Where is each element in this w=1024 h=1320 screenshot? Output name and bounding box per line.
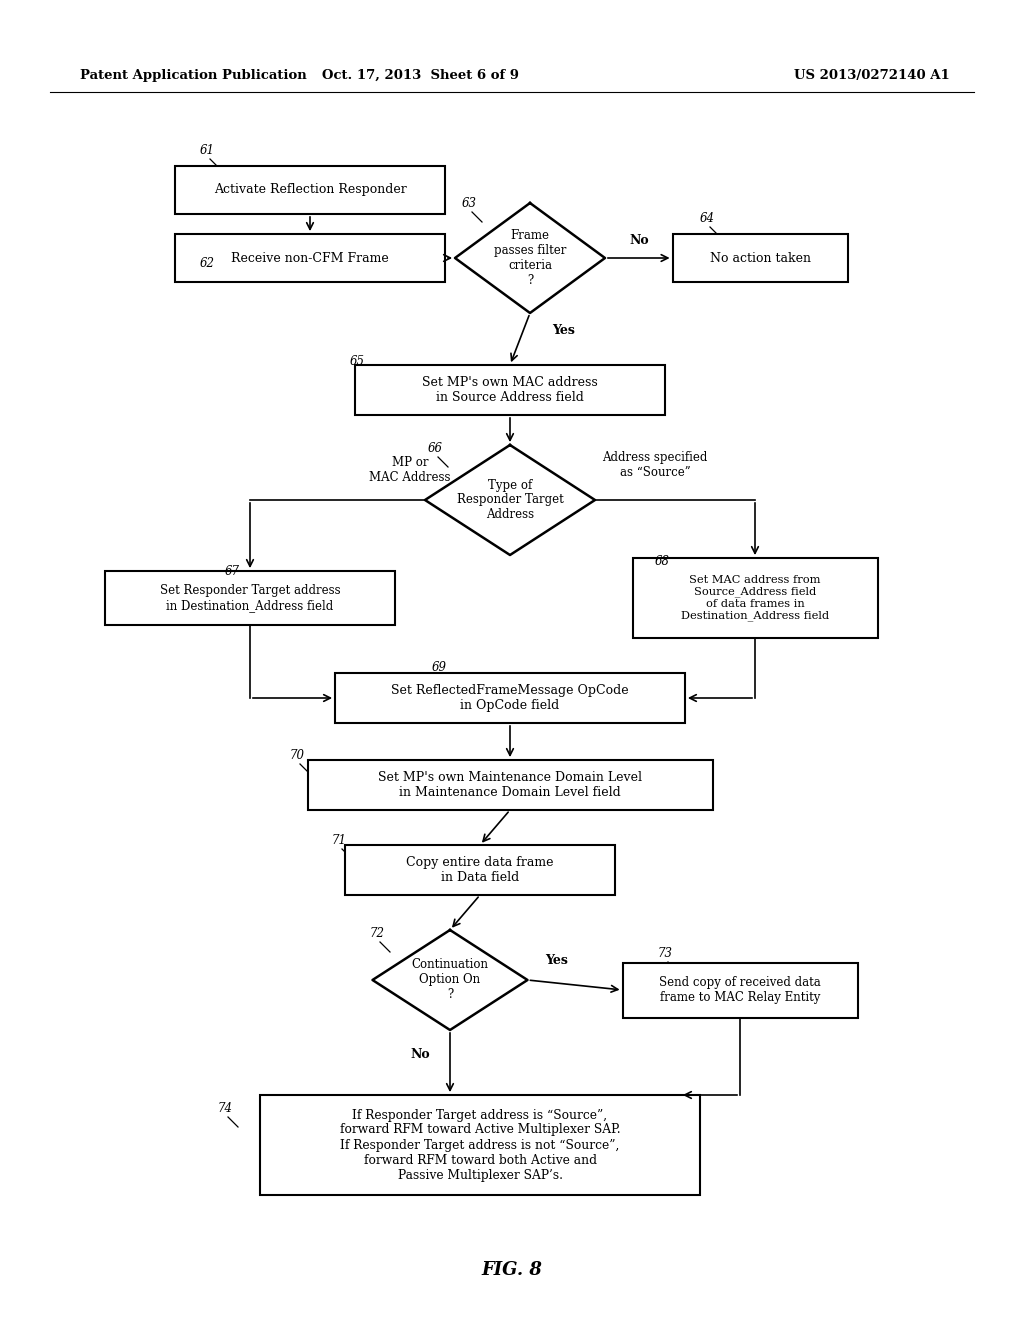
Text: Continuation
Option On
?: Continuation Option On ?: [412, 958, 488, 1002]
Text: Frame
passes filter
criteria
?: Frame passes filter criteria ?: [494, 228, 566, 286]
Polygon shape: [455, 203, 605, 313]
Text: Receive non-CFM Frame: Receive non-CFM Frame: [231, 252, 389, 264]
Text: Address specified
as “Source”: Address specified as “Source”: [602, 451, 708, 479]
Text: Activate Reflection Responder: Activate Reflection Responder: [214, 183, 407, 197]
FancyBboxPatch shape: [175, 166, 445, 214]
Text: 61: 61: [200, 144, 215, 157]
Text: Set Responder Target address
in Destination_Address field: Set Responder Target address in Destinat…: [160, 583, 340, 612]
Text: 64: 64: [700, 213, 715, 224]
FancyBboxPatch shape: [260, 1096, 700, 1195]
Text: Type of
Responder Target
Address: Type of Responder Target Address: [457, 479, 563, 521]
Text: Set ReflectedFrameMessage OpCode
in OpCode field: Set ReflectedFrameMessage OpCode in OpCo…: [391, 684, 629, 711]
Text: Patent Application Publication: Patent Application Publication: [80, 69, 307, 82]
Text: Oct. 17, 2013  Sheet 6 of 9: Oct. 17, 2013 Sheet 6 of 9: [322, 69, 518, 82]
Text: 70: 70: [290, 748, 305, 762]
Text: No: No: [411, 1048, 430, 1061]
Text: 62: 62: [200, 257, 215, 271]
Text: 73: 73: [658, 946, 673, 960]
Text: FIG. 8: FIG. 8: [481, 1261, 543, 1279]
Text: No action taken: No action taken: [710, 252, 811, 264]
FancyBboxPatch shape: [355, 366, 665, 414]
Text: Set MP's own MAC address
in Source Address field: Set MP's own MAC address in Source Addre…: [422, 376, 598, 404]
FancyBboxPatch shape: [175, 234, 445, 282]
Text: Set MP's own Maintenance Domain Level
in Maintenance Domain Level field: Set MP's own Maintenance Domain Level in…: [378, 771, 642, 799]
Text: Send copy of received data
frame to MAC Relay Entity: Send copy of received data frame to MAC …: [659, 975, 821, 1005]
FancyBboxPatch shape: [105, 572, 395, 624]
FancyBboxPatch shape: [673, 234, 848, 282]
Text: 63: 63: [462, 197, 477, 210]
FancyBboxPatch shape: [345, 845, 615, 895]
Text: US 2013/0272140 A1: US 2013/0272140 A1: [795, 69, 950, 82]
Text: Copy entire data frame
in Data field: Copy entire data frame in Data field: [407, 855, 554, 884]
Text: 69: 69: [432, 661, 447, 675]
Polygon shape: [373, 931, 527, 1030]
Polygon shape: [425, 445, 595, 554]
FancyBboxPatch shape: [307, 760, 713, 810]
Text: 68: 68: [655, 554, 670, 568]
Text: Yes: Yes: [552, 325, 574, 338]
FancyBboxPatch shape: [623, 962, 857, 1018]
FancyBboxPatch shape: [335, 673, 685, 723]
Text: If Responder Target address is “Source”,
forward RFM toward Active Multiplexer S: If Responder Target address is “Source”,…: [340, 1109, 621, 1181]
Text: MP or
MAC Address: MP or MAC Address: [370, 455, 451, 484]
Text: 65: 65: [350, 355, 365, 368]
Text: Yes: Yes: [546, 953, 568, 966]
Text: 66: 66: [428, 442, 443, 455]
Text: 71: 71: [332, 834, 347, 847]
Text: 72: 72: [370, 927, 385, 940]
Text: 74: 74: [218, 1102, 233, 1115]
Text: Set MAC address from
Source_Address field
of data frames in
Destination_Address : Set MAC address from Source_Address fiel…: [681, 576, 829, 622]
FancyBboxPatch shape: [633, 558, 878, 638]
Text: No: No: [629, 234, 648, 247]
Text: 67: 67: [225, 565, 240, 578]
